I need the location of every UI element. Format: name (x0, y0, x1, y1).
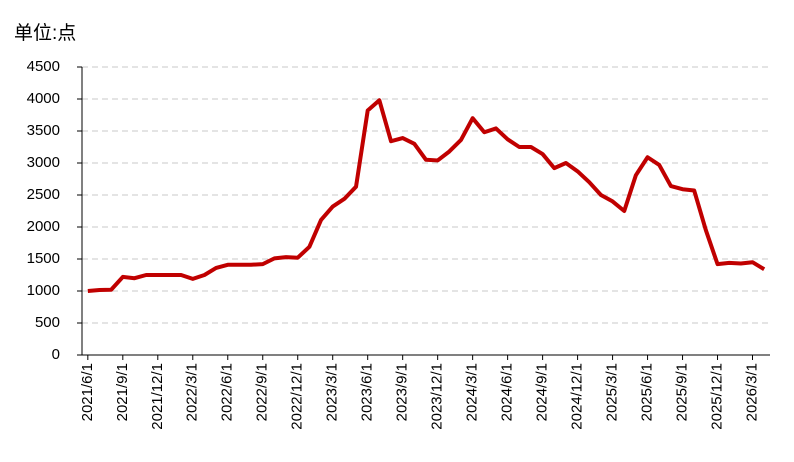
y-tick-label: 4000 (27, 90, 60, 107)
x-tick-label: 2025/3/1 (604, 363, 621, 421)
x-tick-label: 2025/9/1 (674, 363, 691, 421)
chart-title: 单位:点 (14, 22, 76, 44)
x-tick-label: 2025/6/1 (639, 363, 656, 421)
y-tick-label: 2500 (27, 186, 60, 203)
x-tick-label: 2024/12/1 (569, 363, 586, 430)
y-tick-label: 0 (52, 346, 60, 363)
y-tick-label: 1500 (27, 250, 60, 267)
x-tick-label: 2022/9/1 (254, 363, 271, 421)
y-tick-label: 500 (35, 314, 60, 331)
x-tick-label: 2022/3/1 (184, 363, 201, 421)
x-tick-label: 2023/6/1 (359, 363, 376, 421)
y-tick-label: 3500 (27, 122, 60, 139)
y-tick-label: 3000 (27, 154, 60, 171)
x-tick-label: 2022/6/1 (219, 363, 236, 421)
x-tick-label: 2023/9/1 (394, 363, 411, 421)
x-tick-label: 2023/3/1 (324, 363, 341, 421)
x-tick-label: 2024/6/1 (499, 363, 516, 421)
x-tick-label: 2021/9/1 (114, 363, 131, 421)
x-tick-label: 2022/12/1 (289, 363, 306, 430)
x-tick-label: 2021/12/1 (149, 363, 166, 430)
y-tick-label: 2000 (27, 218, 60, 235)
x-tick-label: 2026/3/1 (743, 363, 760, 421)
x-tick-label: 2025/12/1 (708, 363, 725, 430)
x-tick-label: 2024/3/1 (464, 363, 481, 421)
line-series (87, 98, 766, 293)
x-tick-label: 2021/6/1 (79, 363, 96, 421)
x-tick-label: 2023/12/1 (429, 363, 446, 430)
x-tick-label: 2024/9/1 (534, 363, 551, 421)
y-tick-label: 4500 (27, 58, 60, 75)
y-tick-label: 1000 (27, 282, 60, 299)
